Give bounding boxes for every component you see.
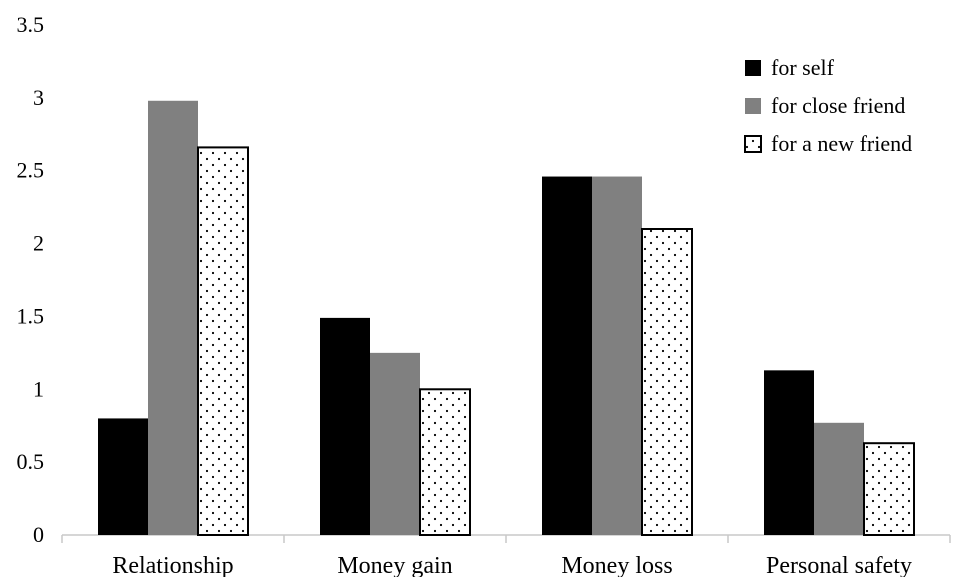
x-category-label: Money gain — [337, 553, 452, 577]
legend-swatch — [745, 136, 761, 152]
x-category-label: Money loss — [561, 553, 672, 577]
bar — [814, 423, 864, 535]
y-tick-label: 0.5 — [17, 449, 45, 474]
bar — [198, 147, 248, 535]
y-tick-label: 1.5 — [17, 303, 45, 328]
legend-swatch — [745, 98, 761, 114]
legend-label: for close friend — [771, 93, 905, 118]
bar — [864, 443, 914, 535]
legend-label: for self — [771, 55, 835, 80]
bar — [592, 177, 642, 535]
y-tick-label: 2.5 — [17, 158, 45, 183]
bar — [642, 229, 692, 535]
legend-swatch — [745, 60, 761, 76]
bar — [320, 318, 370, 535]
x-axis: Relationship Money gain Money loss Personal… — [62, 535, 950, 577]
bar — [148, 101, 198, 535]
x-category-label: Personal safety — [766, 553, 912, 577]
bar — [420, 389, 470, 535]
legend-label: for a new friend — [771, 131, 912, 156]
x-category-label: Relationship — [112, 553, 233, 577]
bar — [764, 370, 814, 535]
y-tick-label: 3.5 — [17, 12, 45, 37]
y-axis: 0 0.5 1 1.5 2 2.5 3 3.5 — [17, 12, 45, 547]
y-tick-label: 1 — [33, 376, 44, 401]
bar — [542, 177, 592, 535]
bar — [98, 418, 148, 535]
y-tick-label: 0 — [33, 522, 44, 547]
legend: for self for close friend for a new friend — [745, 55, 912, 156]
y-tick-label: 3 — [33, 85, 44, 110]
bar — [370, 353, 420, 535]
y-tick-label: 2 — [33, 231, 44, 256]
bars — [98, 101, 914, 535]
